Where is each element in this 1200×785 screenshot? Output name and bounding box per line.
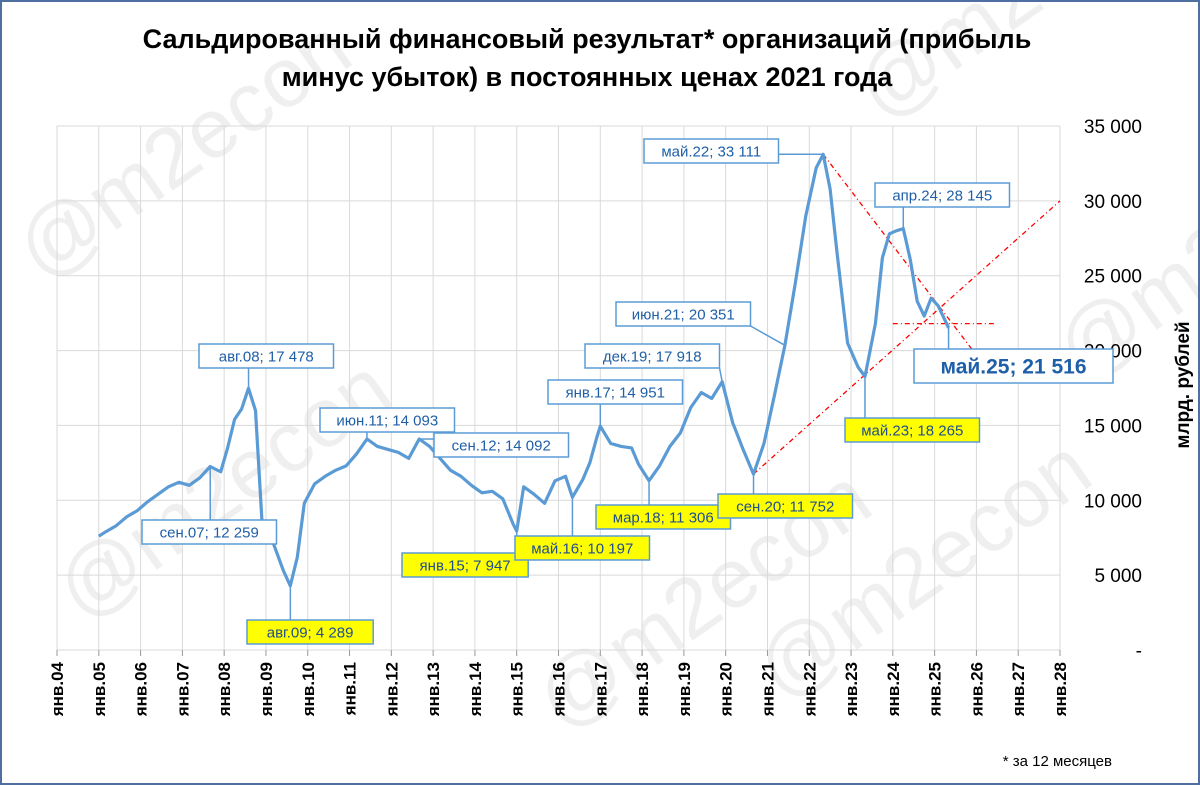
data-label: авг.08; 17 478 xyxy=(198,343,335,389)
data-label-text: май.23; 18 265 xyxy=(861,422,963,439)
data-label: сен.12; 14 092 xyxy=(419,432,570,458)
x-tick-label: янв.17 xyxy=(591,662,610,717)
data-label-box xyxy=(401,552,529,578)
x-tick-label: янв.13 xyxy=(424,662,443,717)
data-label-text: сен.12; 14 092 xyxy=(452,437,551,454)
data-label-text: авг.08; 17 478 xyxy=(219,348,314,365)
data-label: янв.17; 14 951 xyxy=(547,379,684,427)
data-label-box xyxy=(246,619,374,645)
data-label: авг.09; 4 289 xyxy=(246,585,374,645)
data-label-box xyxy=(141,519,278,545)
data-label-box xyxy=(198,343,335,369)
x-tick-label: янв.11 xyxy=(341,662,360,716)
data-label-text: сен.20; 11 752 xyxy=(736,498,834,515)
x-tick-label: янв.05 xyxy=(90,662,109,717)
x-tick-label: янв.14 xyxy=(466,661,485,717)
trend-line xyxy=(753,200,1061,475)
data-label-box xyxy=(874,182,1011,208)
y-axis-label: млрд. рублей xyxy=(1173,321,1194,448)
data-label-box xyxy=(615,301,752,327)
data-label-box xyxy=(547,379,684,405)
x-tick-label: янв.04 xyxy=(48,661,67,717)
data-label: май.23; 18 265 xyxy=(844,376,981,443)
data-label-box xyxy=(844,417,981,443)
x-tick-label: янв.06 xyxy=(132,662,151,717)
data-label: сен.20; 11 752 xyxy=(717,474,854,519)
data-label-box xyxy=(584,343,721,369)
data-label-text: май.25; 21 516 xyxy=(940,356,1086,379)
data-label: июн.21; 20 351 xyxy=(615,301,786,346)
x-tick-label: янв.26 xyxy=(967,662,986,717)
x-tick-label: янв.19 xyxy=(675,662,694,717)
x-tick-label: янв.16 xyxy=(550,662,569,717)
data-label-text: июн.11; 14 093 xyxy=(336,412,438,429)
data-label: сен.07; 12 259 xyxy=(141,466,278,545)
x-tick-label: янв.23 xyxy=(842,662,861,717)
trend-lines xyxy=(753,153,1061,475)
data-label: май.25; 21 516 xyxy=(913,327,1114,384)
data-label-box xyxy=(514,535,651,561)
y-tick-label: 25 000 xyxy=(1084,267,1142,288)
data-label-box xyxy=(433,432,570,458)
x-tick-label: янв.10 xyxy=(299,662,318,717)
x-tick-label: янв.18 xyxy=(633,662,652,717)
data-label: мар.18; 11 306 xyxy=(595,480,732,530)
data-label-text: авг.09; 4 289 xyxy=(267,624,354,641)
watermark-text: @m2econ xyxy=(838,2,1198,137)
x-tick-label: янв.25 xyxy=(926,662,945,717)
y-tick-label: 5 000 xyxy=(1094,566,1142,587)
data-label-text: мар.18; 11 306 xyxy=(613,509,714,526)
y-tick-label: 35 000 xyxy=(1084,117,1142,138)
data-label-leader xyxy=(718,367,723,382)
series-line xyxy=(97,152,951,588)
data-label-box xyxy=(643,138,780,164)
data-label: янв.15; 7 947 xyxy=(401,531,529,578)
x-tick-label: янв.15 xyxy=(508,662,527,717)
data-label-leader xyxy=(750,325,786,346)
x-tick-label: янв.24 xyxy=(884,661,903,717)
x-tick-label: янв.22 xyxy=(800,662,819,717)
data-label: июн.11; 14 093 xyxy=(319,407,456,440)
x-tick-label: янв.21 xyxy=(758,662,777,717)
data-label: май.16; 10 197 xyxy=(514,497,651,561)
x-tick-label: янв.07 xyxy=(173,662,192,717)
watermark-text: @m2econ xyxy=(38,339,407,636)
data-label-text: май.16; 10 197 xyxy=(531,540,633,557)
series-layer xyxy=(97,152,951,588)
chart-title-line-1: Сальдированный финансовый результат* орг… xyxy=(143,24,1032,54)
footnote: * за 12 месяцев xyxy=(1003,753,1112,770)
annotations-layer: сен.07; 12 259 авг.08; 17 478 авг.09; 4 28… xyxy=(141,138,1114,645)
data-label-text: май.22; 33 111 xyxy=(661,143,761,160)
data-label-text: июн.21; 20 351 xyxy=(632,306,735,323)
data-label: май.22; 33 111 xyxy=(643,138,824,164)
data-label-text: янв.15; 7 947 xyxy=(420,557,511,574)
x-axis-ticks: янв.04 янв.05 янв.06 янв.07 янв.08 янв.09 янв.… xyxy=(48,650,1070,717)
y-tick-label: 30 000 xyxy=(1084,192,1142,213)
x-tick-label: янв.09 xyxy=(257,662,276,717)
data-label-box xyxy=(319,407,456,433)
data-label-text: апр.24; 28 145 xyxy=(892,187,992,204)
data-label-box xyxy=(595,504,732,530)
data-label: дек.19; 17 918 xyxy=(584,343,723,382)
x-tick-label: янв.27 xyxy=(1009,662,1028,717)
data-label-text: сен.07; 12 259 xyxy=(160,524,259,541)
data-label-text: дек.19; 17 918 xyxy=(603,348,702,365)
y-tick-label: 15 000 xyxy=(1084,416,1142,437)
x-tick-label: янв.08 xyxy=(215,662,234,717)
y-tick-label: - xyxy=(1136,641,1142,662)
data-label: апр.24; 28 145 xyxy=(874,182,1011,229)
x-tick-label: янв.12 xyxy=(382,662,401,717)
data-label-box xyxy=(913,348,1114,384)
trend-line xyxy=(822,153,974,351)
data-label-box xyxy=(717,493,854,519)
x-tick-label: янв.20 xyxy=(717,662,736,717)
data-label-text: янв.17; 14 951 xyxy=(566,384,665,401)
chart-title-line-2: минус убыток) в постоянных ценах 2021 го… xyxy=(282,62,894,92)
y-tick-label: 10 000 xyxy=(1084,491,1142,512)
x-tick-label: янв.28 xyxy=(1051,662,1070,717)
